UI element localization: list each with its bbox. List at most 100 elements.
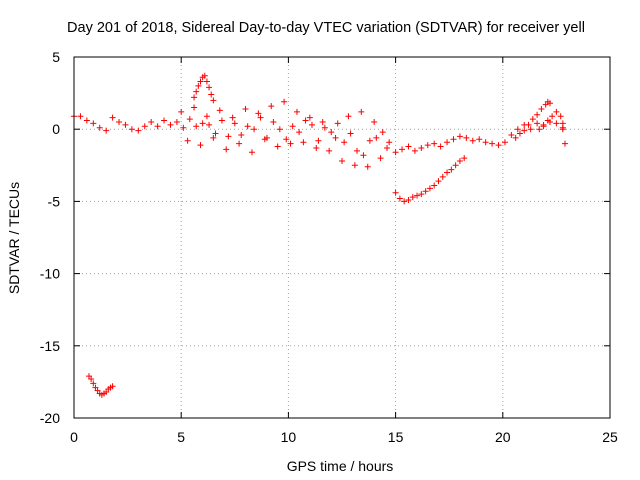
y-tick-label: 5 [52,49,60,65]
series-spike_6h [191,72,217,104]
data-point [516,130,523,137]
data-point [210,134,217,141]
data-point [274,143,281,150]
data-point [109,114,116,121]
data-point [561,140,568,147]
data-point [482,139,489,146]
data-point [122,121,129,128]
data-point [358,108,365,115]
data-point [206,84,213,91]
data-point [527,126,534,133]
data-point [392,189,399,196]
data-point [396,195,403,202]
data-point [306,114,313,121]
grid-lines [74,57,610,418]
data-point [308,121,315,128]
data-point [386,139,393,146]
data-point [418,191,425,198]
data-point [431,140,438,147]
data-point [534,120,541,127]
data-point [191,104,198,111]
data-point [197,78,204,85]
series-outlier_early [86,373,116,398]
x-tick-label: 0 [70,429,78,445]
data-point [373,134,380,141]
series-rising_tail [512,98,568,147]
data-point [238,131,245,138]
data-point [128,126,135,133]
data-point [261,136,268,143]
data-point [514,126,521,133]
data-point [315,137,322,144]
data-point [456,133,463,140]
data-point [201,72,208,79]
data-point [508,131,515,138]
data-point [351,162,358,169]
data-point [347,130,354,137]
data-point [229,114,236,121]
data-point [281,98,288,105]
data-point [210,97,217,104]
data-point [461,155,468,162]
data-point [141,123,148,130]
data-point [339,157,345,164]
data-point [354,147,361,154]
data-point [231,120,238,127]
data-point [203,78,210,85]
data-point [90,380,97,387]
data-point [148,118,155,125]
data-point [364,163,371,170]
data-point [83,117,90,124]
data-point [435,178,442,185]
data-point [328,129,335,136]
data-point [199,120,206,127]
y-tick-label: -5 [48,193,61,209]
data-point [399,146,406,153]
data-point [379,129,386,136]
data-point [326,147,333,154]
data-point [366,137,373,144]
data-point [242,105,249,112]
data-point [257,114,264,121]
y-tick-label: -20 [40,410,60,426]
data-point [559,126,566,133]
y-tick-label: 0 [52,121,60,137]
data-point [444,139,451,146]
data-point [536,126,543,133]
data-point [296,129,303,136]
data-point [88,376,95,383]
y-tick-label: -15 [40,338,60,354]
data-point [540,121,547,128]
data-point [289,123,296,130]
data-point [529,116,536,123]
data-point [212,130,219,137]
data-point [302,117,309,124]
data-point [544,117,551,124]
data-point [178,108,185,115]
data-point [208,91,215,98]
chart-title: Day 201 of 2018, Sidereal Day-to-day VTE… [67,20,585,36]
data-point [251,126,258,133]
data-point [341,139,348,146]
data-point [559,120,566,127]
data-point [270,118,277,125]
data-point [405,143,412,150]
data-point [495,142,502,149]
data-point [411,147,418,154]
x-tick-label: 10 [281,429,297,445]
data-point [534,111,541,118]
data-point [418,144,425,151]
data-point [313,144,320,151]
data-point [401,198,408,205]
data-point [409,194,416,201]
data-point [431,182,438,189]
data-point [405,196,412,203]
data-point [103,127,110,134]
x-tick-label: 20 [495,429,511,445]
data-point [444,169,451,176]
data-point [193,88,200,95]
data-point [501,139,508,146]
plot-frame [73,56,611,419]
data-point [255,110,262,117]
